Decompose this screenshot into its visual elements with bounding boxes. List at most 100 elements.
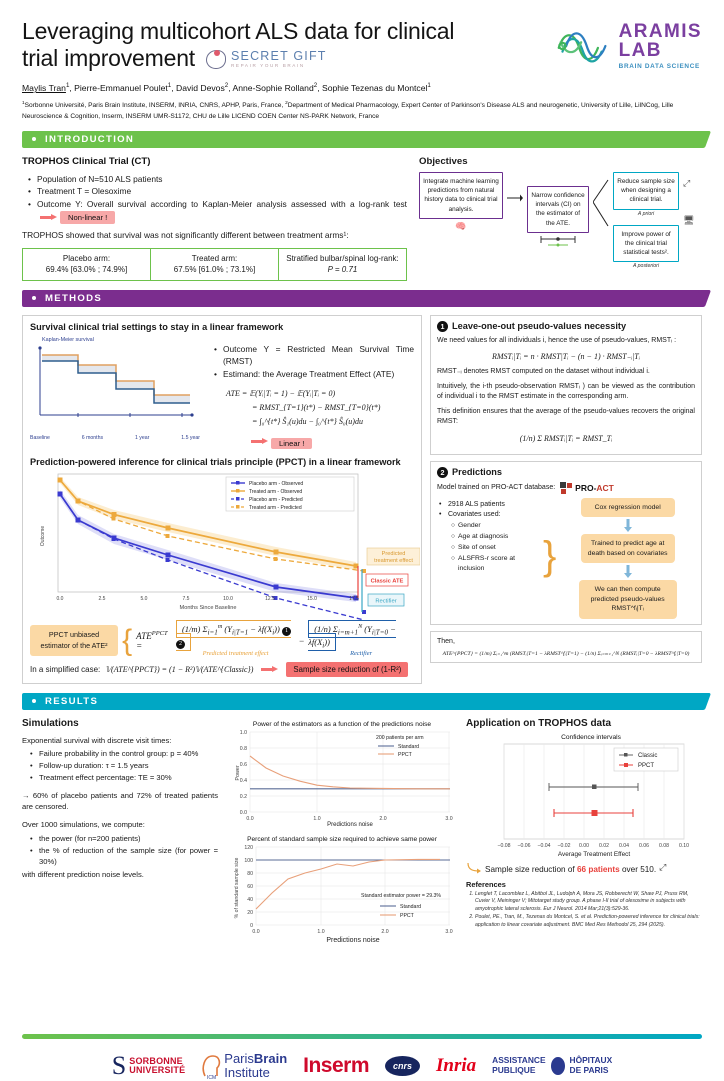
svg-text:5.0: 5.0 bbox=[141, 596, 148, 602]
callout-badge-1: 1 bbox=[282, 627, 292, 637]
affiliations: 1Sorbonne Université, Paris Brain Instit… bbox=[22, 101, 674, 120]
sorbonne-mark-icon: S bbox=[111, 1051, 127, 1080]
svg-text:Placebo arm - Observed: Placebo arm - Observed bbox=[249, 481, 303, 487]
estimator-tag: PPCT unbiased estimator of the ATE² bbox=[30, 625, 119, 657]
svg-text:0.02: 0.02 bbox=[599, 843, 609, 849]
secret-gift-tagline: REPAIR YOUR BRAIN bbox=[231, 62, 305, 68]
power-chart: Power of the estimators as a function of… bbox=[235, 721, 453, 828]
km-tick: 1.5 year bbox=[181, 434, 200, 441]
kaplan-meier-inset: Kaplan-Meier survival Baseline bbox=[30, 337, 200, 451]
km-inset-label: Kaplan-Meier survival bbox=[42, 336, 94, 343]
ate-formula: ATE = 𝔼(Yᵢ|Tᵢ = 1) − 𝔼(Yᵢ|Tᵢ = 0) = RMST… bbox=[226, 387, 414, 429]
svg-text:20: 20 bbox=[247, 910, 253, 916]
sample-size-reduction-badge: Sample size reduction of (1-R²) bbox=[286, 661, 409, 677]
list-item: Estimand: the Average Treatment Effect (… bbox=[214, 368, 414, 381]
aphp-mark-icon bbox=[550, 1057, 565, 1075]
nonlinear-badge: Non-linear ! bbox=[60, 210, 116, 224]
aphp-text-left: ASSISTANCE PUBLIQUE bbox=[492, 1055, 546, 1075]
svg-text:−0.08: −0.08 bbox=[497, 843, 510, 849]
pred-model-line: Model trained on PRO-ACT database: bbox=[437, 483, 556, 491]
svg-text:−0.02: −0.02 bbox=[557, 843, 570, 849]
simplified-prefix: In a simplified case: bbox=[30, 664, 101, 674]
objective-box-2: Narrow confidence intervals (CI) on the … bbox=[527, 185, 589, 233]
table-cell-treated: Treated arm: 67.5% [61.0% ; 73.1%] bbox=[151, 248, 279, 280]
methods-section: Survival clinical trial settings to stay… bbox=[22, 314, 702, 684]
section-title-results: RESULTS bbox=[45, 695, 99, 707]
predictions-box: 2 Predictions Model trained on PRO-ACT da… bbox=[430, 460, 702, 625]
section-bar-methods: METHODS bbox=[22, 289, 702, 307]
title-line-2-row: trial improvement SECRET GIFT REPAIR YOU… bbox=[22, 45, 492, 72]
simulations-block: Simulations Exponential survival with di… bbox=[22, 718, 218, 950]
sample-size-chart: Percent of standard sample size required… bbox=[234, 836, 453, 944]
svg-text:1.0: 1.0 bbox=[240, 730, 247, 736]
svg-text:3.0: 3.0 bbox=[445, 929, 452, 935]
svg-text:Standard estimator power = 29.: Standard estimator power = 29.3% bbox=[361, 893, 441, 899]
icm-head-icon: ICM bbox=[202, 1055, 221, 1080]
sample-size-chart-title: Percent of standard sample size required… bbox=[247, 836, 438, 843]
svg-text:treatment effect: treatment effect bbox=[374, 558, 413, 564]
svg-text:3.0: 3.0 bbox=[445, 816, 452, 822]
poster-root: Leveraging multicohort ALS data for clin… bbox=[0, 0, 724, 1024]
proact-logo: PRO-ACT bbox=[560, 481, 614, 494]
svg-text:0.2: 0.2 bbox=[240, 794, 247, 800]
svg-text:40: 40 bbox=[247, 897, 253, 903]
arrow-right-icon bbox=[251, 437, 268, 445]
svg-text:2.0: 2.0 bbox=[381, 929, 388, 935]
list-item: Covariates used: bbox=[439, 510, 539, 521]
sample-size-ylabel: % of standard sample size bbox=[234, 857, 240, 918]
brain-hand-icon bbox=[205, 48, 227, 70]
curved-arrow-icon bbox=[467, 862, 481, 874]
confidence-interval-icon bbox=[540, 235, 576, 247]
svg-text:1.0: 1.0 bbox=[313, 816, 320, 822]
paris-brain-institute-logo: ICM ParisBrain Institute bbox=[201, 1052, 287, 1080]
svg-text:Months Since Baseline: Months Since Baseline bbox=[180, 605, 237, 611]
flow-box-trained: Trained to predict age at death based on… bbox=[580, 534, 675, 564]
monitor-icon: 🖥 bbox=[683, 214, 695, 225]
estimator-caption-right: Rectifier bbox=[350, 650, 373, 658]
branch-connector-icon bbox=[592, 179, 609, 226]
loo-p2: RMST₋ᵢ denotes RMST computed on the data… bbox=[437, 368, 650, 376]
brace-icon: } bbox=[543, 533, 557, 578]
loo-formula-2: (1/n) Σ RMSTᵢ|Tᵢ = RMST_Tᵢ bbox=[519, 433, 613, 443]
reduction-value: 66 patients bbox=[576, 864, 620, 874]
list-item: 2918 ALS patients bbox=[439, 500, 539, 511]
svg-text:−0.04: −0.04 bbox=[537, 843, 550, 849]
sample-size-reduction-text: Sample size reduction of 66 patients ove… bbox=[485, 864, 657, 874]
svg-text:100: 100 bbox=[244, 858, 253, 864]
svg-text:PPCT: PPCT bbox=[398, 752, 413, 758]
objective-3-wrap: Reduce sample size when designing a clin… bbox=[613, 171, 679, 217]
loo-formula: RMSTᵢ|Tᵢ = n · RMST|Tᵢ − (n − 1) · RMST₋… bbox=[491, 352, 641, 362]
sorbonne-logo: S SORBONNE UNIVERSITÉ bbox=[112, 1051, 185, 1081]
simulations-censoring: → 60% of placebo patients and 72% of tre… bbox=[22, 790, 218, 812]
list-item: Population of N=510 ALS patients bbox=[28, 173, 407, 186]
covariate-item: ○ Site of onset bbox=[451, 543, 496, 551]
svg-text:PPCT: PPCT bbox=[400, 913, 415, 919]
svg-text:Predicted: Predicted bbox=[382, 551, 406, 557]
reference-item: Poulet, PE., Tran, M., Tezenas du Montce… bbox=[475, 914, 702, 930]
km-and-equations: Kaplan-Meier survival Baseline bbox=[30, 337, 414, 451]
svg-text:0.04: 0.04 bbox=[619, 843, 629, 849]
svg-text:Classic ATE: Classic ATE bbox=[371, 578, 404, 584]
poster-header: Leveraging multicohort ALS data for clin… bbox=[22, 0, 702, 72]
bullet-icon bbox=[32, 137, 36, 142]
objective-box-4: Improve power of the clinical trial stat… bbox=[613, 224, 679, 263]
bullet-icon bbox=[32, 699, 36, 704]
km-step-chart bbox=[38, 346, 194, 417]
flow-box-cox: Cox regression model bbox=[580, 497, 675, 518]
arrow-down-icon bbox=[623, 519, 632, 533]
author-list: Maylis Tran1, Pierre-Emmanuel Poulet1, D… bbox=[22, 82, 431, 94]
ate-formula-line-1: ATE = 𝔼(Yᵢ|Tᵢ = 1) − 𝔼(Yᵢ|Tᵢ = 0) bbox=[226, 388, 336, 398]
list-item: Failure probability in the control group… bbox=[30, 748, 218, 760]
simplified-case-row: In a simplified case: 𝕍(ATE^{PPCT}) = (1… bbox=[30, 661, 414, 677]
section-title-introduction: INTRODUCTION bbox=[45, 133, 135, 145]
svg-text:60: 60 bbox=[247, 884, 253, 890]
reference-item: Lenglet T, Lacomblez L, Abitbol JL, Ludo… bbox=[475, 891, 702, 914]
pbi-text: ParisBrain Institute bbox=[224, 1051, 288, 1080]
step-number-2: 2 bbox=[437, 466, 448, 478]
list-item: Follow-up duration: τ = 1.5 years bbox=[30, 760, 218, 772]
secret-gift-name: SECRET GIFT bbox=[231, 48, 327, 63]
objectives-block: Objectives Integrate machine learning pr… bbox=[419, 156, 702, 281]
objectives-flow: Integrate machine learning predictions f… bbox=[419, 171, 702, 269]
svg-text:1.0: 1.0 bbox=[317, 929, 324, 935]
objective-box-1: Integrate machine learning predictions f… bbox=[419, 171, 503, 219]
